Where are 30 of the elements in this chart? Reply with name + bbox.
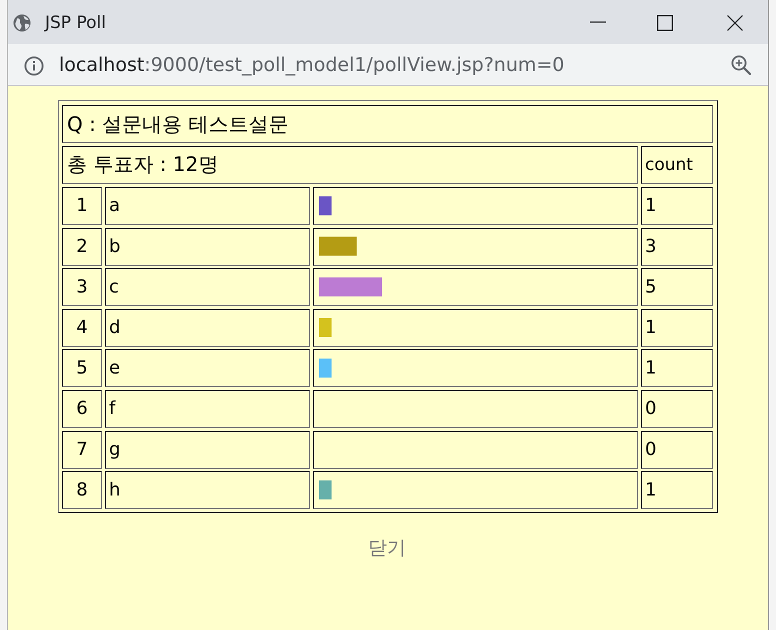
text: 8	[76, 479, 88, 500]
data-label: 1	[645, 317, 656, 338]
y-tick-label: b	[109, 236, 120, 257]
y-tick-label: f	[109, 398, 116, 420]
y-tick-label: g	[109, 438, 120, 460]
text: 2	[76, 236, 88, 257]
text: 7	[76, 438, 88, 460]
data-label: 3	[645, 236, 656, 257]
text: 3	[76, 276, 88, 298]
text: 1	[76, 195, 88, 216]
data-label: 0	[645, 438, 656, 460]
y-tick-label: h	[109, 479, 120, 500]
chart-title: Q : 설문내용 테스트설문	[67, 112, 289, 136]
text: 총 투표자 : 12명	[67, 152, 218, 176]
text: JSP Poll	[45, 13, 106, 33]
data-label: 1	[645, 358, 656, 379]
data-label: 0	[645, 398, 656, 420]
data-label: 1	[645, 479, 656, 500]
text: 5	[76, 358, 88, 379]
y-tick-label: a	[109, 195, 120, 216]
text: 닫기	[368, 537, 406, 559]
y-tick-label: e	[109, 358, 120, 379]
text: 4	[76, 317, 88, 338]
y-tick-label: c	[109, 276, 119, 298]
y-tick-label: d	[109, 317, 120, 338]
text: localhost:9000/test_poll_model1/pollView.jsp?num=0	[59, 54, 564, 76]
text: 6	[76, 398, 88, 420]
text: count	[645, 155, 694, 175]
data-label: 5	[645, 276, 656, 298]
data-label: 1	[645, 195, 656, 216]
